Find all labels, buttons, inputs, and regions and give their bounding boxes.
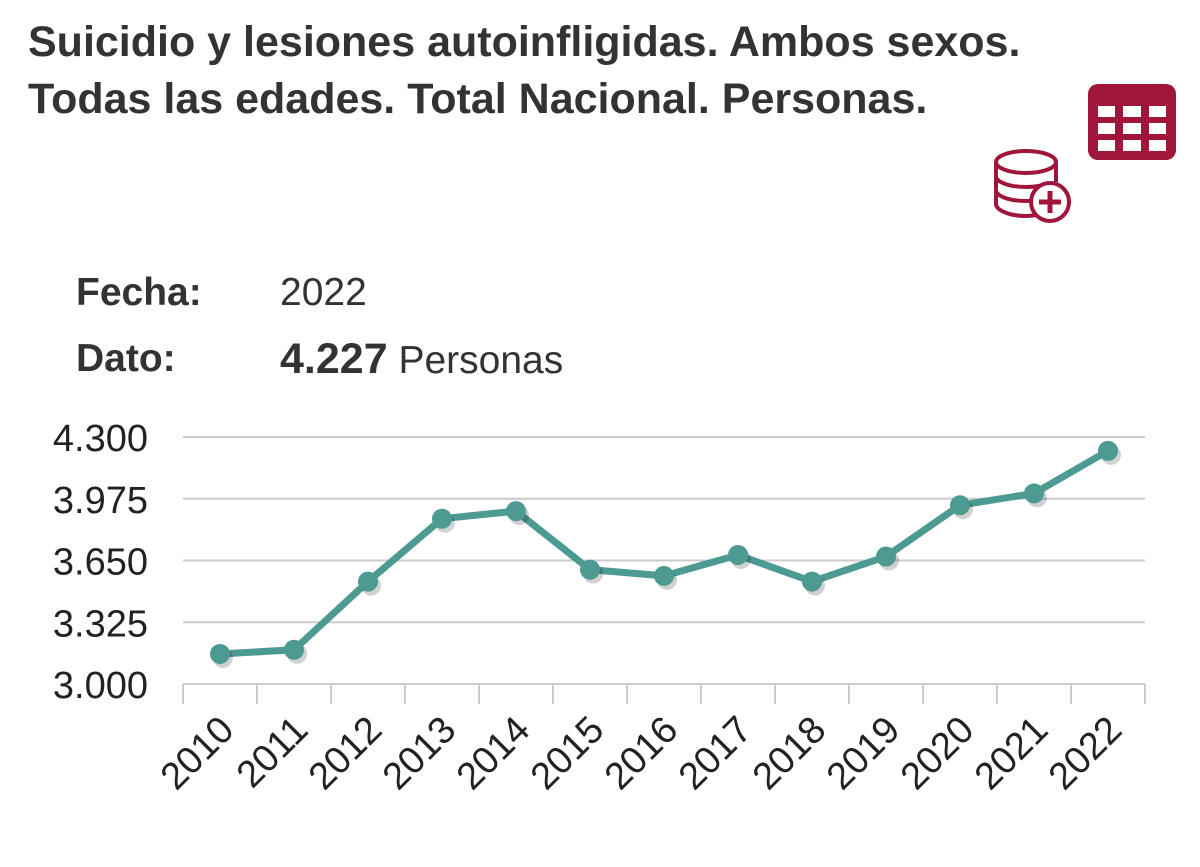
database-add-icon[interactable] — [990, 146, 1074, 226]
fecha-value: 2022 — [280, 271, 367, 314]
x-tick-label: 2019 — [819, 709, 908, 798]
y-tick-label: 4.300 — [53, 418, 148, 460]
chart-title: Suicidio y lesiones autoinfligidas. Ambo… — [28, 14, 1158, 128]
x-tick-label: 2021 — [967, 709, 1056, 798]
x-tick-label: 2020 — [893, 709, 982, 798]
data-point — [506, 501, 526, 522]
data-point — [210, 643, 230, 664]
x-tick-label: 2010 — [153, 709, 242, 798]
data-point — [654, 565, 674, 586]
data-point — [284, 639, 304, 660]
title-line-2: Todas las edades. Total Nacional. Person… — [28, 75, 928, 123]
x-tick-label: 2017 — [671, 709, 760, 798]
dato-value: 4.227 — [280, 335, 388, 383]
x-tick-label: 2016 — [597, 709, 686, 798]
dato-unit: Personas — [398, 339, 564, 382]
x-tick-label: 2015 — [523, 709, 612, 798]
data-point — [432, 508, 452, 529]
y-tick-label: 3.000 — [53, 665, 148, 707]
data-point — [580, 559, 600, 580]
series-line — [216, 447, 1112, 658]
y-tick-label: 3.325 — [53, 603, 148, 645]
title-line-1: Suicidio y lesiones autoinfligidas. Ambo… — [28, 18, 1021, 66]
data-point — [802, 571, 822, 592]
data-point — [728, 544, 748, 565]
line-chart: 3.0003.3253.6503.9754.300201020112012201… — [53, 418, 1146, 798]
data-point — [950, 495, 970, 516]
x-tick-label: 2012 — [301, 709, 390, 798]
data-point — [876, 546, 896, 567]
data-point — [1024, 483, 1044, 504]
x-tick-label: 2018 — [745, 709, 834, 798]
dato-value-group: 4.227 Personas — [280, 336, 563, 384]
dato-label: Dato: — [76, 337, 176, 380]
x-tick-label: 2013 — [375, 709, 464, 798]
y-tick-label: 3.650 — [53, 542, 148, 584]
fecha-label: Fecha: — [76, 271, 202, 314]
y-tick-label: 3.975 — [53, 480, 148, 522]
table-icon[interactable] — [1088, 84, 1176, 160]
data-point — [358, 571, 378, 592]
x-tick-label: 2011 — [229, 709, 316, 796]
x-tick-label: 2022 — [1041, 709, 1130, 798]
data-point — [1098, 440, 1118, 461]
x-tick-label: 2014 — [449, 709, 538, 798]
